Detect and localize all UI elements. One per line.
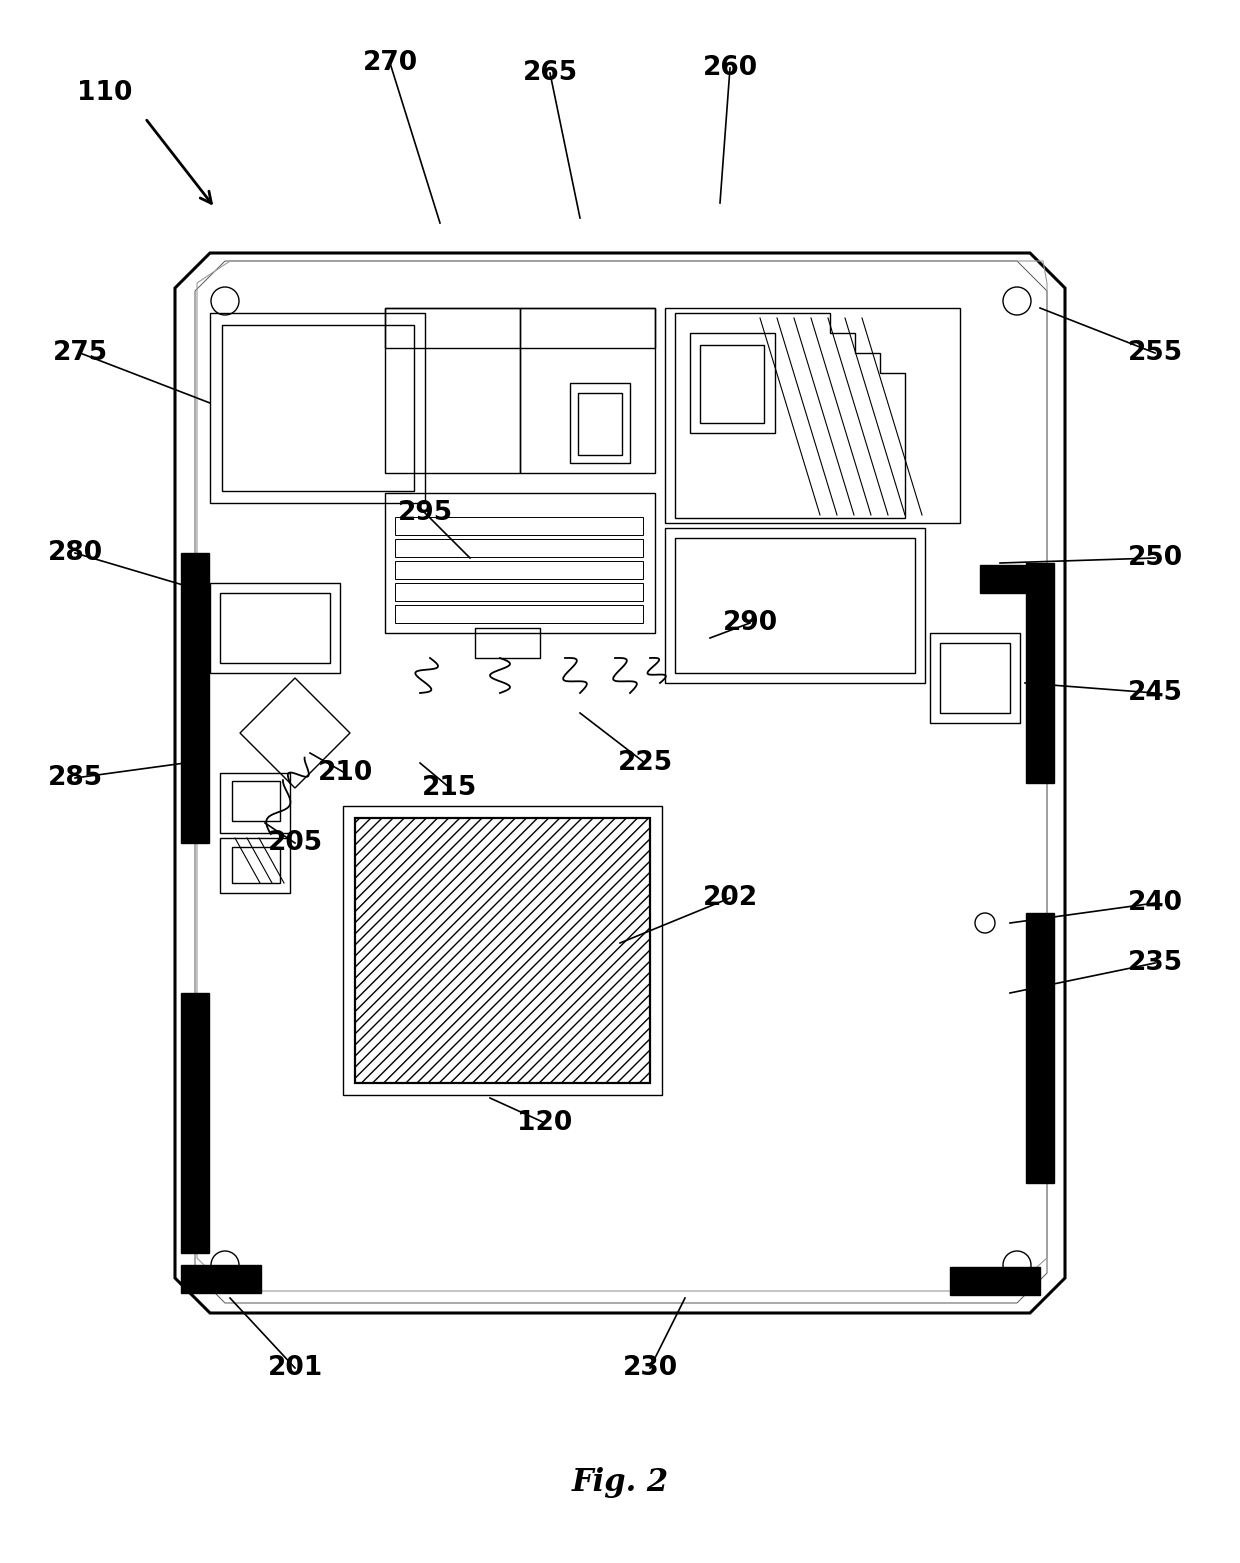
Text: 285: 285 [47,764,103,791]
Bar [1025,563,1054,783]
Text: 202: 202 [702,885,758,911]
Bar [950,1268,1040,1296]
Bar [384,308,655,349]
Text: 120: 120 [517,1110,573,1136]
Bar [930,633,1021,724]
Bar [396,583,644,602]
Bar [219,838,290,892]
Text: 235: 235 [1127,950,1183,975]
Text: 280: 280 [47,539,103,566]
Text: 265: 265 [522,59,578,86]
Text: Fig. 2: Fig. 2 [572,1468,668,1499]
Text: 201: 201 [268,1355,322,1382]
Bar [396,517,644,535]
Text: 215: 215 [423,775,477,800]
Text: 290: 290 [723,610,777,636]
Text: 275: 275 [52,341,108,366]
Text: 210: 210 [317,760,373,786]
Bar [689,333,775,433]
Bar [232,782,280,821]
Bar [570,383,630,463]
Bar [520,308,655,474]
Bar [181,993,210,1254]
Text: 250: 250 [1127,545,1183,570]
Bar [355,817,650,1083]
Bar [1025,913,1054,1183]
Bar [396,539,644,556]
Bar [181,553,210,842]
Text: 240: 240 [1127,889,1183,916]
Text: 245: 245 [1127,680,1183,706]
Bar [181,1264,260,1293]
Bar [675,538,915,674]
Bar [665,308,960,524]
Bar [384,308,520,474]
Bar [232,847,280,883]
Bar [396,605,644,624]
Bar [578,392,622,455]
Text: 230: 230 [622,1355,677,1382]
Bar [222,325,414,491]
Bar [980,564,1040,592]
Bar [384,492,655,633]
Bar [343,807,662,1096]
Bar [940,642,1011,713]
Bar [475,628,539,658]
Text: 225: 225 [618,750,672,775]
Bar [701,345,764,424]
Text: 270: 270 [362,50,418,77]
Bar [210,583,340,674]
Text: 205: 205 [268,830,322,857]
Text: 295: 295 [398,500,453,527]
Bar [396,561,644,578]
Text: 255: 255 [1127,341,1183,366]
Text: 260: 260 [702,55,758,81]
Bar [219,774,290,833]
Text: 110: 110 [77,80,133,106]
Bar [210,313,425,503]
Bar [665,528,925,683]
Bar [219,592,330,663]
